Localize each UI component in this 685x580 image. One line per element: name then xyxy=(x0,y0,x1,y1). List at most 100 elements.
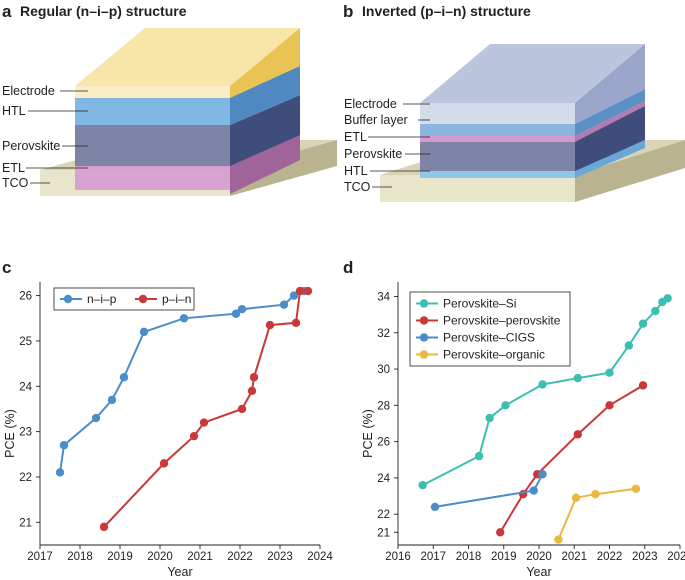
data-point xyxy=(237,404,247,414)
etl-side-b xyxy=(575,101,645,142)
htl-side-b xyxy=(575,140,645,178)
x-axis-title: Year xyxy=(167,565,192,579)
tco-side-b xyxy=(575,140,685,202)
x-tick-label: 2020 xyxy=(147,551,173,563)
x-tick-label: 2019 xyxy=(491,551,517,563)
data-point xyxy=(605,401,614,410)
data-point xyxy=(591,490,600,499)
legend-label: p–i–n xyxy=(162,292,191,306)
legend-label: Perovskite–CIGS xyxy=(443,331,535,345)
data-point xyxy=(91,413,101,423)
series-line xyxy=(557,487,637,540)
legend-swatch-dot xyxy=(419,299,429,308)
legend-box xyxy=(53,287,195,311)
data-point xyxy=(529,486,538,495)
electrode-top-b xyxy=(420,44,645,103)
x-tick-label: 2019 xyxy=(107,551,133,563)
label-etl-b: ETL xyxy=(344,130,367,144)
y-tick-label: 30 xyxy=(377,364,390,376)
legend-label: Perovskite–perovskite xyxy=(443,314,561,328)
y-tick-label: 24 xyxy=(377,473,390,485)
data-point xyxy=(538,380,547,389)
label-buffer-b: Buffer layer xyxy=(344,113,408,127)
data-point xyxy=(638,381,648,390)
x-tick-label: 2017 xyxy=(27,551,53,563)
legend-label: Perovskite–organic xyxy=(443,348,545,362)
y-axis-title: PCE (%) xyxy=(361,409,375,458)
y-axis-title: PCE (%) xyxy=(3,409,17,458)
label-perovskite-a: Perovskite xyxy=(2,139,60,153)
data-point xyxy=(159,459,169,468)
x-tick-label: 2021 xyxy=(561,551,587,563)
x-tick-label: 2018 xyxy=(456,551,482,563)
buffer-side-b xyxy=(575,89,645,136)
electrode-front-b xyxy=(420,103,575,124)
chart-pce-tandem: 2016 2017 2018 2019 2020 2021 2022 2023 2024 21 22… xyxy=(361,282,685,579)
panel-a-title: Regular (n–i–p) structure xyxy=(20,3,187,19)
data-point xyxy=(189,431,199,441)
x-tick-label: 2024 xyxy=(667,551,685,563)
y-tick-label: 32 xyxy=(377,328,390,340)
electrode-side-b xyxy=(575,44,645,124)
data-point xyxy=(496,528,505,537)
y-tick-label: 22 xyxy=(377,509,390,521)
x-tick-label: 2024 xyxy=(307,551,333,563)
data-point xyxy=(295,286,305,296)
series-line xyxy=(103,290,308,528)
panel-a-letter: a xyxy=(2,2,12,21)
y-tick-label: 24 xyxy=(19,381,32,393)
y-tick-label: 26 xyxy=(19,291,32,303)
data-point xyxy=(231,309,241,318)
data-point xyxy=(119,373,129,382)
tco-front-b xyxy=(380,175,575,202)
electrode-top xyxy=(75,28,300,86)
data-point xyxy=(265,320,275,330)
label-perovskite-b: Perovskite xyxy=(344,147,402,161)
etl-front-b xyxy=(420,136,575,142)
legend-swatch-dot xyxy=(138,294,148,304)
data-point xyxy=(418,480,427,490)
x-tick-label: 2022 xyxy=(597,551,623,563)
device-stack-inverted xyxy=(380,44,685,202)
data-point xyxy=(139,327,149,337)
label-electrode-a: Electrode xyxy=(2,84,55,98)
x-tick-label: 2020 xyxy=(526,551,552,563)
panel-b-letter: b xyxy=(343,2,353,21)
perovskite-front-b xyxy=(420,141,575,171)
data-point xyxy=(605,368,614,377)
y-tick-label: 34 xyxy=(377,292,390,304)
data-point xyxy=(179,314,189,323)
electrode-side xyxy=(230,28,300,98)
data-point xyxy=(501,401,510,410)
x-axis-title: Year xyxy=(526,565,551,579)
data-point xyxy=(55,468,65,477)
x-tick-label: 2021 xyxy=(187,551,213,563)
data-point xyxy=(199,418,209,427)
x-tick-label: 2018 xyxy=(67,551,93,563)
legend-label: n–i–p xyxy=(87,292,117,306)
y-tick-label: 23 xyxy=(19,427,32,439)
perovskite-side-b xyxy=(575,106,645,171)
y-tick-label: 21 xyxy=(377,527,390,539)
legend-swatch-dot xyxy=(419,350,429,359)
buffer-front-b xyxy=(420,124,575,136)
layer-labels-regular: Electrode HTL Perovskite ETL TCO xyxy=(2,84,88,190)
data-point xyxy=(430,502,440,512)
data-point xyxy=(573,430,582,439)
etl-front xyxy=(75,162,230,190)
device-stack-regular xyxy=(40,28,337,196)
data-point xyxy=(59,441,69,450)
data-point xyxy=(99,522,109,532)
panel-b-title: Inverted (p–i–n) structure xyxy=(362,3,531,19)
data-point xyxy=(538,470,547,479)
y-tick-label: 21 xyxy=(19,517,32,529)
data-point xyxy=(624,341,634,350)
x-tick-label: 2023 xyxy=(632,551,658,563)
legend-swatch-dot xyxy=(419,333,429,342)
data-point xyxy=(247,386,257,396)
data-point xyxy=(571,493,581,503)
data-point xyxy=(474,451,484,461)
htl-side xyxy=(230,66,300,125)
panel-d-letter: d xyxy=(343,258,353,277)
